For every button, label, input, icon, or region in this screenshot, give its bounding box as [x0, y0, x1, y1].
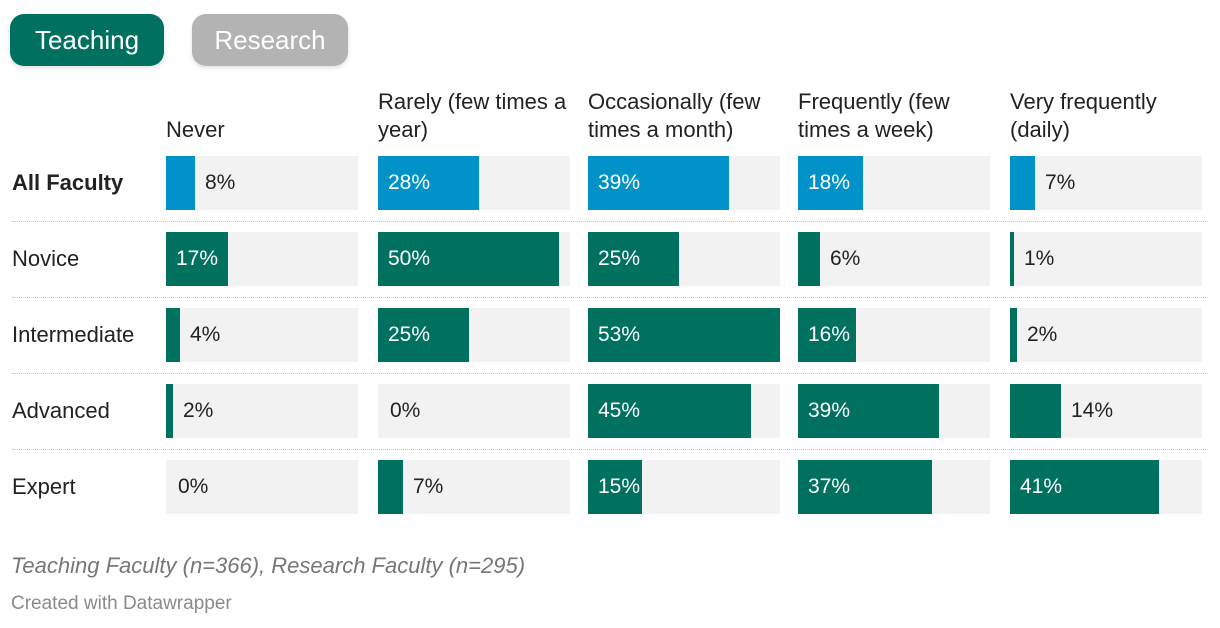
bar: [378, 308, 469, 362]
bar-value-label: 17%: [176, 247, 219, 270]
bar-cell: 7%: [1010, 156, 1202, 210]
bar: [798, 232, 820, 286]
chart-notes: Teaching Faculty (n=366), Research Facul…: [11, 553, 526, 578]
bar-cell: 25%: [588, 232, 780, 286]
tab-teaching[interactable]: Teaching: [10, 14, 164, 66]
bar-cell: 39%: [588, 156, 780, 210]
bar-cell: 50%: [378, 232, 570, 286]
bar: [798, 460, 932, 514]
bar-value-label: 4%: [190, 323, 221, 346]
bar-cell: 45%: [588, 384, 780, 438]
chart-credit: Created with Datawrapper: [11, 593, 232, 614]
bar-value-label: 41%: [1020, 475, 1063, 498]
bar: [798, 308, 856, 362]
bar-value-label: 25%: [598, 247, 641, 270]
bar: [1010, 232, 1014, 286]
bar-value-label: 1%: [1024, 247, 1055, 270]
bar: [588, 156, 729, 210]
bar-cell: 2%: [1010, 308, 1202, 362]
bar-cell: 16%: [798, 308, 990, 362]
bar-cell: 0%: [378, 384, 570, 438]
bar-value-label: 37%: [808, 475, 851, 498]
bar: [588, 460, 642, 514]
bar: [166, 384, 173, 438]
tab-research[interactable]: Research: [192, 14, 348, 66]
bar: [1010, 308, 1017, 362]
bar: [798, 384, 939, 438]
bar-value-label: 53%: [598, 323, 641, 346]
bar-value-label: 0%: [390, 399, 421, 422]
bar: [378, 156, 479, 210]
bar-value-label: 39%: [808, 399, 851, 422]
column-header: Frequently (few times a week): [798, 89, 950, 142]
row-label: Intermediate: [12, 322, 135, 347]
bar-value-label: 15%: [598, 475, 641, 498]
bar-cell: 28%: [378, 156, 570, 210]
bar-value-label: 0%: [178, 475, 209, 498]
bar: [166, 232, 228, 286]
bar-cell: 15%: [588, 460, 780, 514]
bar-value-label: 18%: [808, 171, 851, 194]
column-header: Rarely (few times a year): [378, 89, 567, 142]
bar: [378, 232, 559, 286]
bar-cell: 7%: [378, 460, 570, 514]
bar-cell: 8%: [166, 156, 358, 210]
bar-value-label: 16%: [808, 323, 851, 346]
bar-cell: 37%: [798, 460, 990, 514]
tab-bar: Teaching Research: [10, 14, 348, 66]
bar: [166, 308, 180, 362]
column-header: Occasionally (few times a month): [588, 89, 761, 142]
bar-cell: 2%: [166, 384, 358, 438]
bar: [1010, 156, 1035, 210]
bar-cell: 17%: [166, 232, 358, 286]
column-header: Very frequently (daily): [1010, 89, 1157, 142]
bar: [588, 308, 780, 362]
bar-cell: 53%: [588, 308, 780, 362]
bar-value-label: 7%: [1045, 171, 1076, 194]
row-separator: [12, 297, 1208, 298]
bar-cell: 4%: [166, 308, 358, 362]
row-label: Advanced: [12, 398, 110, 423]
bar-value-label: 2%: [1027, 323, 1058, 346]
bar-value-label: 28%: [388, 171, 431, 194]
bar-cell: 14%: [1010, 384, 1202, 438]
bar-value-label: 8%: [205, 171, 236, 194]
bar-value-label: 39%: [598, 171, 641, 194]
row-label: All Faculty: [12, 170, 124, 195]
bar-value-label: 6%: [830, 247, 861, 270]
bar-value-label: 2%: [183, 399, 214, 422]
bar-value-label: 14%: [1071, 399, 1114, 422]
bar-value-label: 25%: [388, 323, 431, 346]
row-separator: [12, 449, 1208, 450]
bar-cell: 6%: [798, 232, 990, 286]
row-label: Expert: [12, 474, 76, 499]
bar: [588, 384, 751, 438]
bar: [1010, 384, 1061, 438]
bar-value-label: 7%: [413, 475, 444, 498]
bar-cell: 18%: [798, 156, 990, 210]
bar-cell: 41%: [1010, 460, 1202, 514]
row-separator: [12, 373, 1208, 374]
bar-cell: 25%: [378, 308, 570, 362]
bar: [588, 232, 679, 286]
bar-cell: 1%: [1010, 232, 1202, 286]
bar-value-label: 45%: [598, 399, 641, 422]
bar: [378, 460, 403, 514]
bar-cell: 0%: [166, 460, 358, 514]
bar: [1010, 460, 1159, 514]
column-header: Never: [166, 117, 225, 142]
bar: [166, 156, 195, 210]
row-label: Novice: [12, 246, 80, 271]
row-separator: [12, 221, 1208, 222]
bar-value-label: 50%: [388, 247, 431, 270]
bar-cell: 39%: [798, 384, 990, 438]
bar: [798, 156, 863, 210]
